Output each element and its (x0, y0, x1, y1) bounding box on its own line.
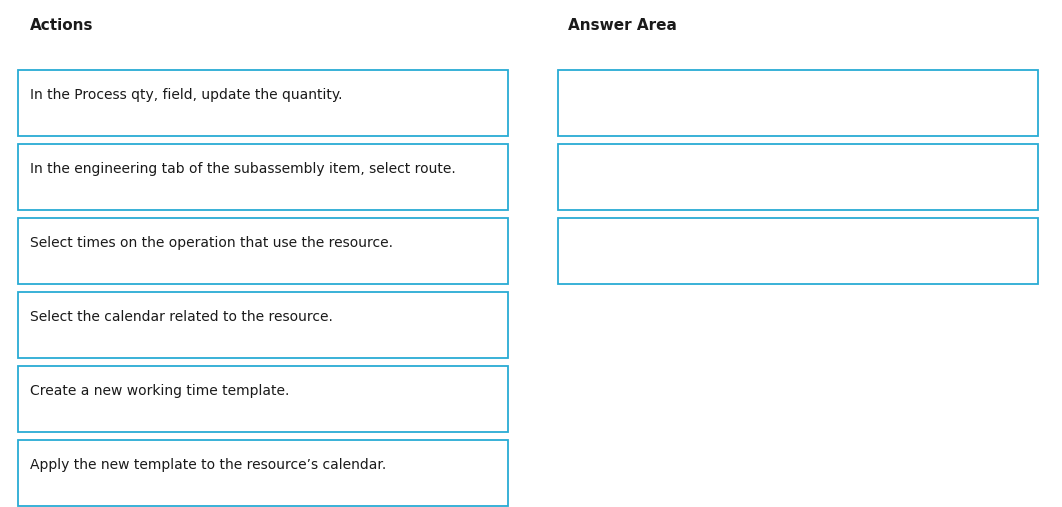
Text: Actions: Actions (30, 18, 93, 33)
Bar (18, 70, 508, 136)
Text: Apply the new template to the resource’s calendar.: Apply the new template to the resource’s… (30, 458, 387, 472)
Text: In the engineering tab of the subassembly item, select route.: In the engineering tab of the subassembl… (30, 162, 456, 176)
Bar (18, 218, 508, 284)
Bar (558, 70, 1038, 136)
Text: Select the calendar related to the resource.: Select the calendar related to the resou… (30, 310, 332, 324)
Bar (18, 144, 508, 210)
Text: In the Process qty, field, update the quantity.: In the Process qty, field, update the qu… (30, 88, 343, 102)
Bar (558, 144, 1038, 210)
Bar (558, 218, 1038, 284)
Bar (18, 292, 508, 358)
Text: Create a new working time template.: Create a new working time template. (30, 384, 289, 398)
Bar (18, 440, 508, 506)
Text: Select times on the operation that use the resource.: Select times on the operation that use t… (30, 236, 393, 250)
Text: Answer Area: Answer Area (568, 18, 676, 33)
Bar (18, 366, 508, 432)
